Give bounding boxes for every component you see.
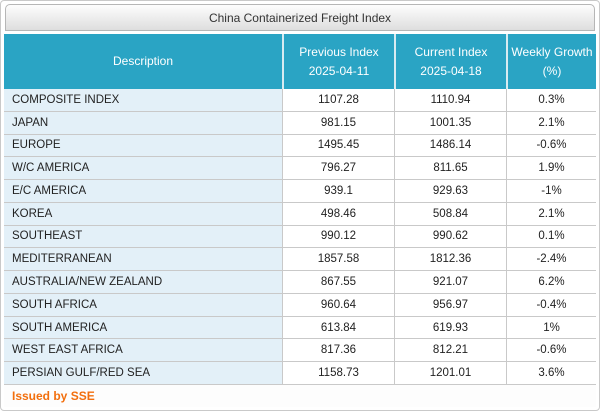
previous-index-cell: 1857.58 xyxy=(282,248,394,271)
table-header-row: Description Previous Index 2025-04-11 Cu… xyxy=(4,34,596,89)
table-row: E/C AMERICA 939.1 929.63 -1% xyxy=(4,179,596,202)
table-row: SOUTH AFRICA 960.64 956.97 -0.4% xyxy=(4,292,596,316)
table-row: WEST EAST AFRICA 817.36 812.21 -0.6% xyxy=(4,338,596,362)
previous-index-cell: 1158.73 xyxy=(282,362,394,384)
table-row: KOREA 498.46 508.84 2.1% xyxy=(4,201,596,225)
row-description-cell: PERSIAN GULF/RED SEA xyxy=(4,362,282,384)
page-title: China Containerized Freight Index xyxy=(208,10,392,25)
table-row: PERSIAN GULF/RED SEA 1158.73 1201.01 3.6… xyxy=(4,361,596,384)
current-index-cell: 508.84 xyxy=(394,202,506,225)
previous-index-cell: 990.12 xyxy=(282,225,394,248)
row-description-cell: EUROPE xyxy=(4,134,282,157)
column-subtitle: 2025-04-11 xyxy=(308,63,370,78)
row-description-cell: JAPAN xyxy=(4,111,282,134)
weekly-growth-cell: 1.9% xyxy=(506,157,596,180)
previous-index-cell: 1107.28 xyxy=(282,89,394,111)
weekly-growth-cell: 3.6% xyxy=(506,362,596,384)
column-subtitle: 2025-04-18 xyxy=(420,63,482,78)
current-index-cell: 990.62 xyxy=(394,225,506,248)
row-description-cell: SOUTHEAST xyxy=(4,225,282,248)
table-row: EUROPE 1495.45 1486.14 -0.6% xyxy=(4,133,596,157)
table-row: JAPAN 981.15 1001.35 2.1% xyxy=(4,110,596,134)
row-description-cell: KOREA xyxy=(4,202,282,225)
previous-index-cell: 939.1 xyxy=(282,180,394,202)
row-description-cell: MEDITERRANEAN xyxy=(4,248,282,271)
row-description-cell: E/C AMERICA xyxy=(4,180,282,202)
previous-index-cell: 867.55 xyxy=(282,271,394,293)
column-label: Description xyxy=(112,54,174,69)
table-row: MEDITERRANEAN 1857.58 1812.36 -2.4% xyxy=(4,247,596,271)
current-index-cell: 1001.35 xyxy=(394,111,506,134)
weekly-growth-cell: -1% xyxy=(506,180,596,202)
column-header-current-index: Current Index 2025-04-18 xyxy=(394,34,506,89)
row-description-cell: SOUTH AMERICA xyxy=(4,316,282,339)
column-header-previous-index: Previous Index 2025-04-11 xyxy=(282,34,394,89)
current-index-cell: 619.93 xyxy=(394,316,506,339)
current-index-cell: 921.07 xyxy=(394,271,506,293)
current-index-cell: 1201.01 xyxy=(394,362,506,384)
current-index-cell: 1486.14 xyxy=(394,134,506,157)
current-index-cell: 1110.94 xyxy=(394,89,506,111)
previous-index-cell: 817.36 xyxy=(282,339,394,362)
previous-index-cell: 498.46 xyxy=(282,202,394,225)
row-description-cell: W/C AMERICA xyxy=(4,157,282,180)
row-description-cell: SOUTH AFRICA xyxy=(4,293,282,316)
column-subtitle: (%) xyxy=(542,63,562,78)
current-index-cell: 811.65 xyxy=(394,157,506,180)
column-label: Previous Index xyxy=(299,44,379,59)
table-row: SOUTHEAST 990.12 990.62 0.1% xyxy=(4,224,596,248)
table-row: W/C AMERICA 796.27 811.65 1.9% xyxy=(4,156,596,180)
column-label: Weekly Growth xyxy=(511,44,593,59)
weekly-growth-cell: 2.1% xyxy=(506,202,596,225)
freight-index-table: Description Previous Index 2025-04-11 Cu… xyxy=(4,34,596,407)
previous-index-cell: 960.64 xyxy=(282,293,394,316)
column-header-weekly-growth: Weekly Growth (%) xyxy=(506,34,596,89)
table-row: SOUTH AMERICA 613.84 619.93 1% xyxy=(4,315,596,339)
current-index-cell: 929.63 xyxy=(394,180,506,202)
issued-by-note: Issued by SSE xyxy=(4,384,596,407)
table-row: AUSTRALIA/NEW ZEALAND 867.55 921.07 6.2% xyxy=(4,270,596,293)
previous-index-cell: 981.15 xyxy=(282,111,394,134)
row-description-cell: WEST EAST AFRICA xyxy=(4,339,282,362)
current-index-cell: 812.21 xyxy=(394,339,506,362)
previous-index-cell: 613.84 xyxy=(282,316,394,339)
weekly-growth-cell: -0.6% xyxy=(506,339,596,362)
current-index-cell: 1812.36 xyxy=(394,248,506,271)
table-row: COMPOSITE INDEX 1107.28 1110.94 0.3% xyxy=(4,89,596,111)
weekly-growth-cell: 1% xyxy=(506,316,596,339)
weekly-growth-cell: 0.3% xyxy=(506,89,596,111)
row-description-cell: AUSTRALIA/NEW ZEALAND xyxy=(4,271,282,293)
weekly-growth-cell: -2.4% xyxy=(506,248,596,271)
column-label: Current Index xyxy=(414,44,488,59)
weekly-growth-cell: 0.1% xyxy=(506,225,596,248)
weekly-growth-cell: -0.4% xyxy=(506,293,596,316)
row-description-cell: COMPOSITE INDEX xyxy=(4,89,282,111)
current-index-cell: 956.97 xyxy=(394,293,506,316)
table-body: COMPOSITE INDEX 1107.28 1110.94 0.3% JAP… xyxy=(4,89,596,384)
issued-by-text: Issued by SSE xyxy=(12,389,95,403)
previous-index-cell: 796.27 xyxy=(282,157,394,180)
previous-index-cell: 1495.45 xyxy=(282,134,394,157)
weekly-growth-cell: 6.2% xyxy=(506,271,596,293)
column-header-description: Description xyxy=(4,34,282,89)
page-title-bar: China Containerized Freight Index xyxy=(5,4,595,31)
weekly-growth-cell: -0.6% xyxy=(506,134,596,157)
weekly-growth-cell: 2.1% xyxy=(506,111,596,134)
